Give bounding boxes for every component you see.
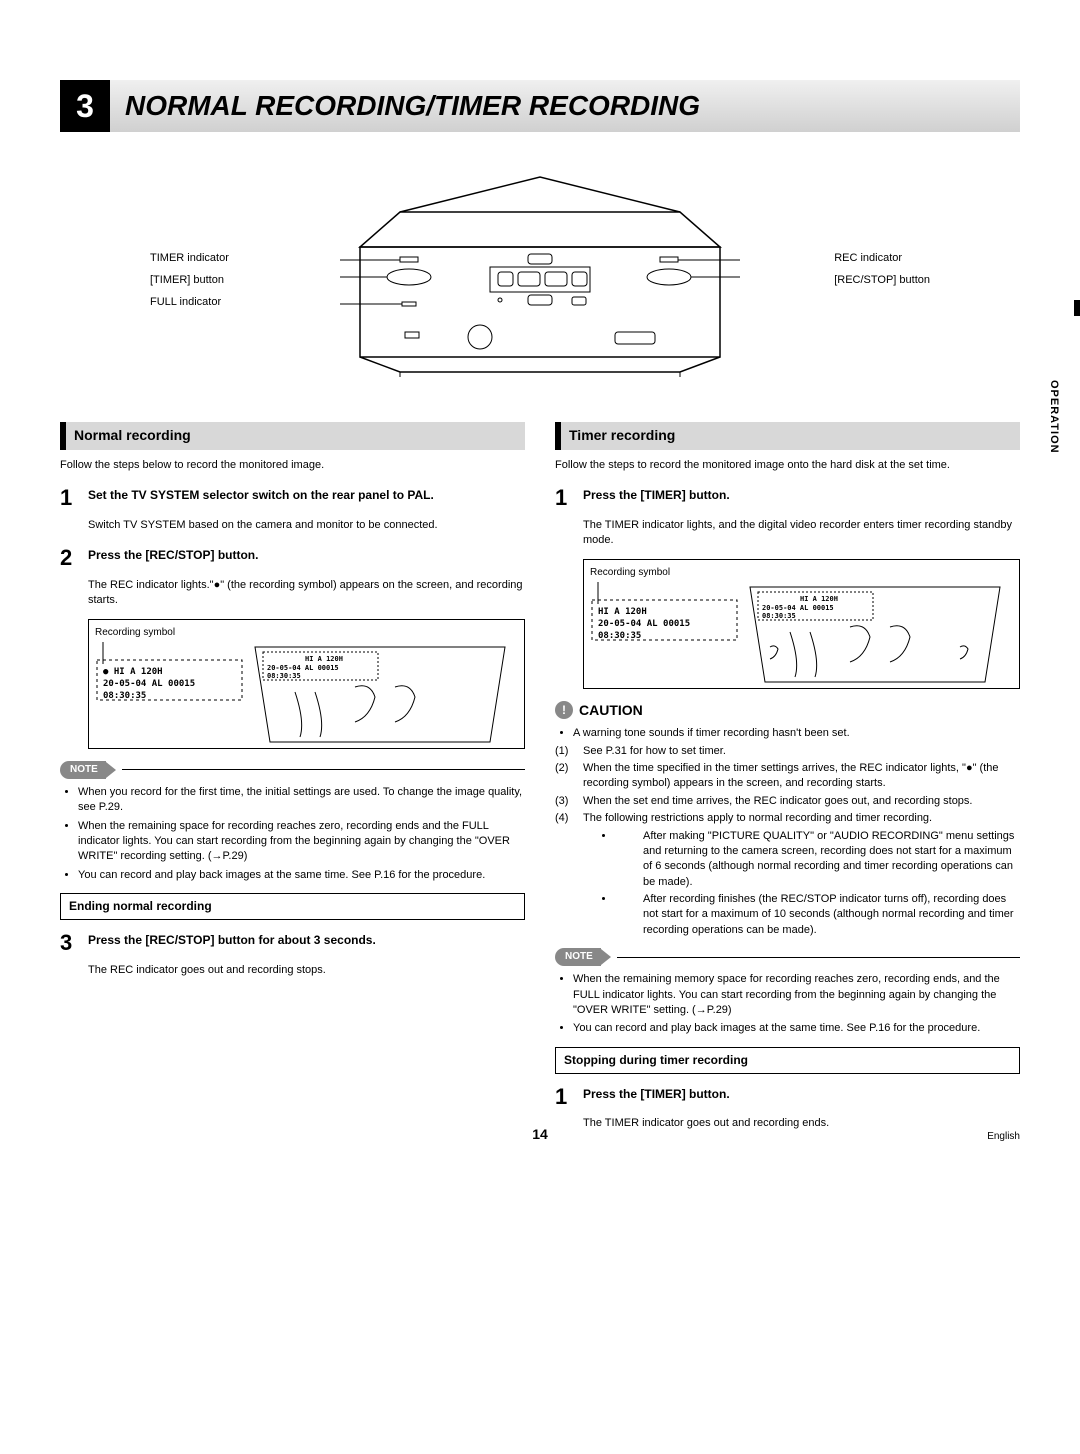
note-line bbox=[617, 957, 1020, 958]
note-badge: NOTE bbox=[555, 948, 601, 966]
section-timer-recording: Timer recording bbox=[555, 422, 1020, 450]
diagram-right-labels: REC indicator [REC/STOP] button bbox=[834, 247, 930, 291]
label-timer-button: [TIMER] button bbox=[150, 269, 229, 291]
svg-text:20-05-04 AL 00015: 20-05-04 AL 00015 bbox=[267, 664, 339, 672]
note-item: You can record and play back images at t… bbox=[78, 868, 525, 883]
svg-text:HI A 120H: HI A 120H bbox=[598, 607, 647, 617]
note-item: When the remaining space for recording r… bbox=[78, 819, 525, 865]
screen-diagram-right: Recording symbol HI A 120H 20-05-04 AL 0… bbox=[583, 559, 1020, 689]
section-normal-recording: Normal recording bbox=[60, 422, 525, 450]
step-number: 1 bbox=[60, 483, 78, 514]
language-label: English bbox=[987, 1131, 1020, 1142]
right-column: Timer recording Follow the steps to reco… bbox=[555, 422, 1020, 1142]
caution-label: CAUTION bbox=[579, 701, 643, 721]
caution-item: (1) See P.31 for how to set timer. bbox=[555, 744, 1020, 759]
label-timer-indicator: TIMER indicator bbox=[150, 247, 229, 269]
chapter-number: 3 bbox=[60, 80, 110, 132]
caution-num: (2) bbox=[555, 761, 568, 776]
side-label: OPERATION bbox=[1048, 380, 1060, 454]
step-3: 3 Press the [REC/STOP] button for about … bbox=[60, 928, 525, 959]
caution-num: (4) bbox=[555, 811, 568, 826]
columns: Normal recording Follow the steps below … bbox=[60, 422, 1020, 1142]
step-r1: 1 Press the [TIMER] button. bbox=[555, 483, 1020, 514]
caution-icon: ! bbox=[555, 701, 573, 719]
caution-list: A warning tone sounds if timer recording… bbox=[555, 726, 1020, 741]
step-1-title: Set the TV SYSTEM selector switch on the… bbox=[88, 483, 434, 514]
label-rec-indicator: REC indicator bbox=[834, 247, 930, 269]
caution-item: (2) When the time specified in the timer … bbox=[555, 761, 1020, 792]
step-1: 1 Set the TV SYSTEM selector switch on t… bbox=[60, 483, 525, 514]
note-badge: NOTE bbox=[60, 761, 106, 779]
svg-text:08:30:35: 08:30:35 bbox=[762, 612, 796, 620]
step-2: 2 Press the [REC/STOP] button. bbox=[60, 543, 525, 574]
left-intro: Follow the steps below to record the mon… bbox=[60, 458, 525, 473]
caution-text: When the set end time arrives, the REC i… bbox=[583, 795, 972, 807]
note-header-right: NOTE bbox=[555, 948, 1020, 966]
caution-sub-item: After making "PICTURE QUALITY" or "AUDIO… bbox=[615, 829, 1020, 891]
step-number: 2 bbox=[60, 543, 78, 574]
caution-num: (3) bbox=[555, 794, 568, 809]
screen-svg: ● HI A 120H 20-05-04 AL 00015 08:30:35 H… bbox=[95, 642, 518, 747]
note-arrow-icon bbox=[106, 762, 116, 778]
svg-text:08:30:35: 08:30:35 bbox=[267, 672, 301, 680]
step-3-body: The REC indicator goes out and recording… bbox=[88, 963, 525, 978]
caution-text: The following restrictions apply to norm… bbox=[583, 812, 932, 824]
svg-text:HI A 120H: HI A 120H bbox=[800, 595, 838, 603]
step-number: 1 bbox=[555, 483, 573, 514]
rec-symbol-label: Recording symbol bbox=[95, 626, 518, 640]
page-number: 14 bbox=[0, 1126, 1080, 1142]
caution-sub: After making "PICTURE QUALITY" or "AUDIO… bbox=[583, 829, 1020, 939]
device-diagram: TIMER indicator [TIMER] button FULL indi… bbox=[60, 172, 1020, 392]
label-full-indicator: FULL indicator bbox=[150, 291, 229, 313]
note-item: You can record and play back images at t… bbox=[573, 1021, 1020, 1036]
side-tab bbox=[1074, 300, 1080, 316]
caution-item: (3) When the set end time arrives, the RE… bbox=[555, 794, 1020, 809]
screen-svg: HI A 120H 20-05-04 AL 00015 08:30:35 HI … bbox=[590, 582, 1013, 687]
svg-text:08:30:35: 08:30:35 bbox=[598, 631, 641, 641]
note-item: When the remaining memory space for reco… bbox=[573, 972, 1020, 1018]
step-2-body: The REC indicator lights."●" (the record… bbox=[88, 578, 525, 609]
caution-num: (1) bbox=[555, 744, 568, 759]
svg-text:● HI A 120H: ● HI A 120H bbox=[103, 667, 163, 677]
step-number: 1 bbox=[555, 1082, 573, 1113]
svg-text:20-05-04 AL 00015: 20-05-04 AL 00015 bbox=[103, 679, 195, 689]
step-number: 3 bbox=[60, 928, 78, 959]
note-line bbox=[122, 769, 525, 770]
chapter-title: NORMAL RECORDING/TIMER RECORDING bbox=[110, 80, 1020, 132]
right-intro: Follow the steps to record the monitored… bbox=[555, 458, 1020, 473]
left-notes: When you record for the first time, the … bbox=[60, 785, 525, 883]
caution-bullet: A warning tone sounds if timer recording… bbox=[573, 726, 1020, 741]
step-3-title: Press the [REC/STOP] button for about 3 … bbox=[88, 928, 376, 959]
note-header: NOTE bbox=[60, 761, 525, 779]
svg-text:20-05-04 AL 00015: 20-05-04 AL 00015 bbox=[598, 619, 690, 629]
caution-sub-item: After recording finishes (the REC/STOP i… bbox=[615, 892, 1020, 938]
page: OPERATION 3 NORMAL RECORDING/TIMER RECOR… bbox=[0, 0, 1080, 1182]
subbox-stopping: Stopping during timer recording bbox=[555, 1047, 1020, 1074]
rec-symbol-label: Recording symbol bbox=[590, 566, 1013, 580]
left-column: Normal recording Follow the steps below … bbox=[60, 422, 525, 1142]
caution-numbered: (1) See P.31 for how to set timer. (2) Whe… bbox=[555, 744, 1020, 939]
right-notes: When the remaining memory space for reco… bbox=[555, 972, 1020, 1037]
step-r1-title: Press the [TIMER] button. bbox=[583, 483, 730, 514]
note-arrow-icon bbox=[601, 949, 611, 965]
subbox-ending: Ending normal recording bbox=[60, 893, 525, 920]
diagram-left-labels: TIMER indicator [TIMER] button FULL indi… bbox=[150, 247, 229, 313]
label-rec-stop-button: [REC/STOP] button bbox=[834, 269, 930, 291]
caution-text: When the time specified in the timer set… bbox=[583, 762, 999, 789]
step-r1-body: The TIMER indicator lights, and the digi… bbox=[583, 518, 1020, 549]
svg-text:HI A 120H: HI A 120H bbox=[305, 655, 343, 663]
caution-text: See P.31 for how to set timer. bbox=[583, 745, 726, 757]
note-item: When you record for the first time, the … bbox=[78, 785, 525, 816]
svg-text:08:30:35: 08:30:35 bbox=[103, 691, 146, 701]
device-svg bbox=[340, 172, 740, 382]
step-rs: 1 Press the [TIMER] button. bbox=[555, 1082, 1020, 1113]
step-1-body: Switch TV SYSTEM based on the camera and… bbox=[88, 518, 525, 533]
caution-item: (4) The following restrictions apply to n… bbox=[555, 811, 1020, 938]
screen-diagram-left: Recording symbol ● HI A 120H 20-05-04 AL… bbox=[88, 619, 525, 749]
svg-text:20-05-04 AL 00015: 20-05-04 AL 00015 bbox=[762, 604, 834, 612]
step-rs-title: Press the [TIMER] button. bbox=[583, 1082, 730, 1113]
title-bar: 3 NORMAL RECORDING/TIMER RECORDING bbox=[60, 80, 1020, 132]
caution-header: ! CAUTION bbox=[555, 701, 1020, 721]
step-2-title: Press the [REC/STOP] button. bbox=[88, 543, 258, 574]
